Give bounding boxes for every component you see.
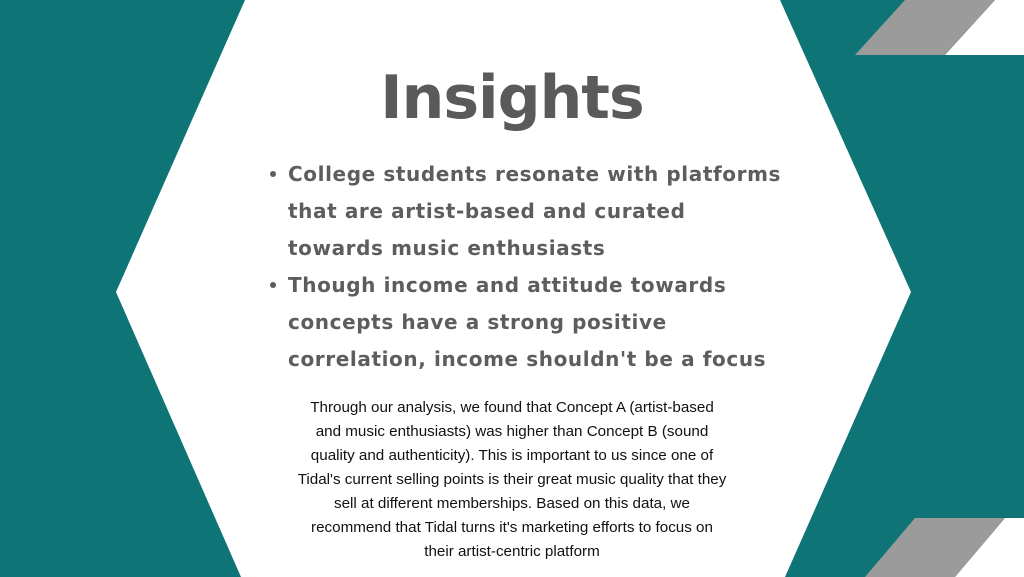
gray-stripe-bottom bbox=[865, 518, 1005, 577]
bullet-text: College students resonate with platforms… bbox=[288, 162, 782, 260]
white-hexagon-panel bbox=[116, 0, 911, 577]
corner-white-bottom bbox=[955, 518, 1024, 577]
gray-stripe-top bbox=[855, 0, 995, 55]
bullet-dot-icon bbox=[270, 282, 276, 288]
bullet-item: Though income and attitude towards conce… bbox=[268, 267, 788, 378]
analysis-paragraph: Through our analysis, we found that Conc… bbox=[297, 399, 727, 560]
bullet-text: Though income and attitude towards conce… bbox=[288, 273, 767, 371]
bullet-dot-icon bbox=[270, 171, 276, 177]
slide-title: Insights bbox=[380, 63, 644, 133]
corner-white-top bbox=[945, 0, 1024, 55]
insights-bullet-list: College students resonate with platforms… bbox=[268, 156, 788, 378]
bullet-item: College students resonate with platforms… bbox=[268, 156, 788, 267]
